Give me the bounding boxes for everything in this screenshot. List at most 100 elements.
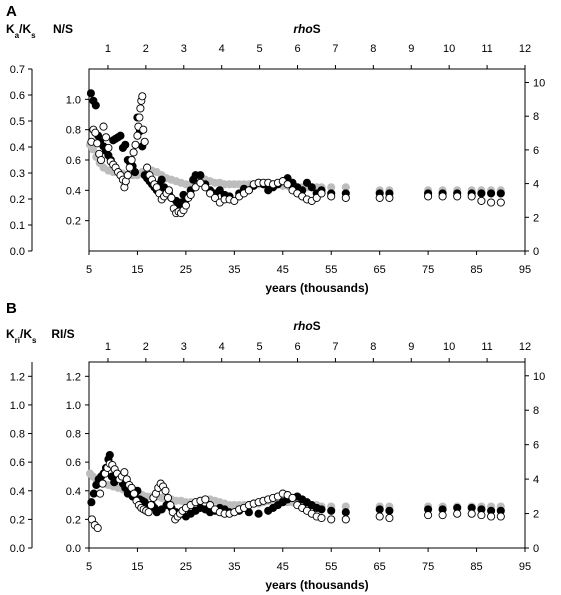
outer-left-tick-label: 0.6 <box>10 457 25 469</box>
data-point-black <box>487 189 496 198</box>
data-point-white <box>163 493 173 502</box>
data-point-white <box>196 178 205 187</box>
data-point-white <box>166 501 175 510</box>
top-tick-label: 10 <box>443 43 455 55</box>
inner-left-tick-label: 1.0 <box>66 400 81 412</box>
top-axis-label-rest: S <box>313 319 321 333</box>
data-point-white <box>201 495 210 504</box>
data-point-gray <box>88 145 97 154</box>
x-tick-label: 45 <box>277 561 289 573</box>
top-tick-label: 9 <box>408 341 414 353</box>
x-tick-label: 65 <box>374 264 386 276</box>
inner-left-axis-label: N/S <box>53 22 73 36</box>
x-tick-label: 55 <box>325 561 337 573</box>
data-point-white <box>453 192 462 201</box>
outer-left-axis-label-part: K <box>6 327 15 341</box>
outer-left-tick-label: 0.7 <box>10 64 25 76</box>
inner-left-tick-label: 1.2 <box>66 371 81 383</box>
outer-left-tick-label: 0.3 <box>10 168 25 180</box>
data-point-white <box>129 148 138 157</box>
right-tick-label: 0 <box>533 543 539 555</box>
inner-left-tick-label: 0.6 <box>66 155 81 167</box>
x-tick-label: 95 <box>519 264 531 276</box>
top-tick-label: 11 <box>481 341 492 353</box>
outer-left-axis-label-part: ri <box>15 336 20 345</box>
panel-label: B <box>6 300 17 317</box>
data-point-white <box>104 143 113 152</box>
right-tick-label: 4 <box>533 474 539 486</box>
data-point-white <box>99 122 108 131</box>
top-tick-label: 4 <box>219 341 225 353</box>
panel-label: A <box>6 3 17 20</box>
data-point-white <box>98 479 107 488</box>
right-tick-label: 8 <box>533 111 539 123</box>
plot-frame <box>88 68 526 252</box>
inner-left-tick-label: 0.6 <box>66 457 81 469</box>
data-point-white <box>327 515 336 524</box>
data-point-white <box>97 155 106 165</box>
x-tick-label: 85 <box>470 264 482 276</box>
data-point-white <box>210 193 220 202</box>
data-point-white <box>130 489 139 498</box>
outer-left-axis-label-part: a <box>15 31 20 40</box>
right-tick-label: 6 <box>533 440 539 452</box>
data-point-white <box>120 468 129 477</box>
x-tick-label: 15 <box>131 264 143 276</box>
inner-left-tick-label: 0.4 <box>66 486 81 498</box>
top-tick-label: 12 <box>519 43 531 55</box>
top-tick-label: 8 <box>370 341 376 353</box>
top-tick-label: 2 <box>143 341 149 353</box>
outer-left-axis-label-part: K <box>6 22 15 36</box>
outer-left-axis-label-part: /K <box>20 327 32 341</box>
x-axis-label: years (thousands) <box>265 281 368 295</box>
data-point-white <box>424 511 433 520</box>
data-point-white <box>167 193 176 202</box>
data-point-white <box>487 512 496 521</box>
top-tick-label: 3 <box>181 43 187 55</box>
top-tick-label: 9 <box>408 43 414 55</box>
data-point-white <box>186 190 195 199</box>
x-tick-label: 25 <box>180 561 192 573</box>
data-point-white <box>123 171 132 180</box>
inner-left-tick-label: 0.8 <box>66 125 81 137</box>
data-point-white <box>135 113 144 122</box>
data-point-white <box>93 139 102 148</box>
outer-left-tick-label: 0.8 <box>10 429 25 441</box>
data-point-white <box>201 183 210 192</box>
inner-left-tick-label: 0.0 <box>66 543 81 555</box>
top-tick-label: 5 <box>257 341 263 353</box>
data-point-white <box>161 486 170 495</box>
data-point-black <box>105 450 114 460</box>
x-tick-label: 45 <box>277 264 289 276</box>
inner-left-tick-label: 0.2 <box>66 514 81 526</box>
data-point-white <box>288 493 297 502</box>
outer-left-tick-label: 1.0 <box>10 400 25 412</box>
data-point-white <box>230 196 239 205</box>
outer-left-axis-label-part: s <box>32 336 37 345</box>
outer-left-axis-label-part: /K <box>19 22 31 36</box>
outer-left-tick-label: 0.0 <box>10 543 25 555</box>
top-tick-label: 12 <box>519 341 531 353</box>
top-tick-label: 11 <box>481 43 492 55</box>
data-point-white <box>424 192 433 201</box>
data-point-white <box>453 509 462 518</box>
data-point-white <box>438 511 447 520</box>
data-point-white <box>138 92 147 101</box>
top-tick-label: 6 <box>294 341 300 353</box>
data-point-white <box>467 509 476 518</box>
data-point-black <box>130 168 140 177</box>
top-tick-label: 5 <box>257 43 263 55</box>
data-point-black <box>87 498 96 507</box>
data-point-white <box>283 180 292 189</box>
x-axis-label: years (thousands) <box>265 578 368 592</box>
data-point-white <box>140 137 149 146</box>
x-tick-label: 75 <box>422 561 434 573</box>
data-point-white <box>385 193 394 202</box>
x-tick-label: 75 <box>422 264 434 276</box>
data-point-white <box>317 513 326 523</box>
data-point-black <box>116 131 125 140</box>
outer-left-tick-label: 0.4 <box>10 486 25 498</box>
right-tick-label: 10 <box>533 77 545 89</box>
data-point-black <box>327 506 336 515</box>
